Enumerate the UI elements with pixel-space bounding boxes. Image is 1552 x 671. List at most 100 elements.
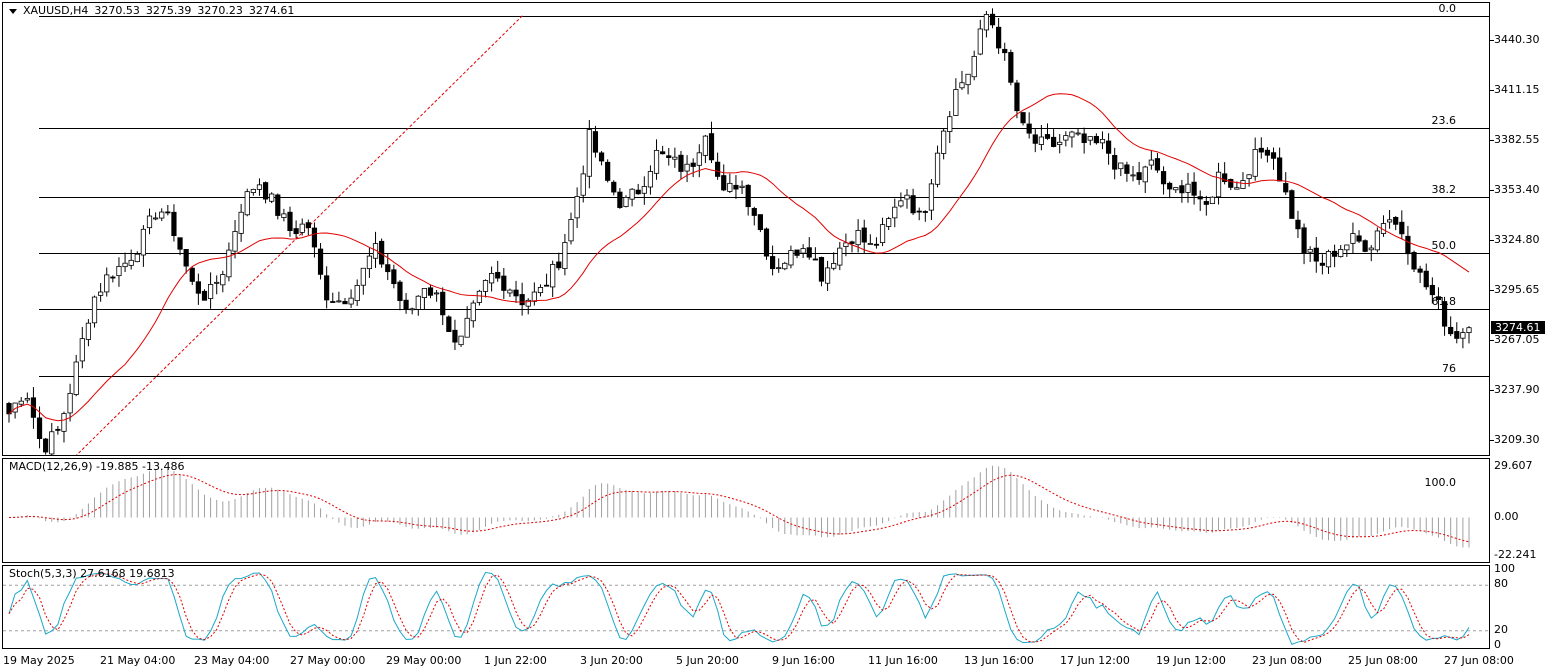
candle-body (244, 191, 250, 216)
candle-body (1051, 136, 1057, 147)
macd-axis-tick: 0.00 (1494, 509, 1519, 523)
fib-level-label: 23.6 (1431, 113, 1457, 127)
macd-signal-line (8, 474, 1470, 543)
candle-body (1429, 284, 1435, 296)
candle-body (49, 431, 55, 455)
symbol-label: XAUUSD,H4 (23, 4, 89, 17)
candle-body (586, 129, 592, 177)
candle-body (1160, 171, 1167, 185)
candle-body (849, 241, 855, 244)
macd-pane[interactable]: MACD(12,26,9) -19.885 -13.486 (2, 458, 1490, 563)
candle-body (513, 289, 519, 297)
candle-body (1264, 149, 1271, 156)
candle-body (1454, 331, 1460, 339)
candle-body (1093, 135, 1099, 144)
candle-body (1460, 332, 1466, 339)
candle-body (892, 206, 898, 219)
price-pane[interactable]: XAUUSD,H4 3270.53 3275.39 3270.23 3274.61 (2, 2, 1490, 456)
candle-body (269, 193, 275, 202)
time-axis-tick: 11 Jun 16:00 (868, 654, 938, 667)
time-axis-tick: 23 May 04:00 (194, 654, 270, 667)
candle-body (98, 291, 104, 296)
candle-body (507, 289, 513, 294)
candle-body (262, 182, 269, 200)
candle-body (189, 267, 195, 282)
price-axis-tick: 3411.15 (1494, 83, 1540, 97)
time-axis-tick: 27 Jun 08:00 (1444, 654, 1514, 667)
high-value: 3275.39 (145, 4, 192, 17)
moving-average-line (8, 93, 1470, 422)
candle-body (1057, 141, 1063, 145)
candle-body (623, 196, 629, 207)
stoch-signal-line (8, 573, 1470, 644)
candle-body (690, 162, 696, 167)
candle-body (1209, 196, 1216, 204)
candle-body (1020, 112, 1026, 124)
candle-body (482, 280, 489, 292)
candle-body (996, 26, 1002, 49)
candle-body (1307, 248, 1313, 253)
candle-body (629, 188, 635, 200)
candle-body (831, 263, 837, 269)
candles-group (6, 8, 1472, 455)
candle-body (1044, 134, 1051, 139)
candle-body (1356, 235, 1362, 242)
candle-body (1399, 221, 1405, 235)
candle-body (1075, 132, 1081, 135)
candle-body (409, 308, 415, 311)
candle-body (989, 13, 996, 26)
candle-body (525, 299, 531, 307)
stoch-axis-tick: 100 (1494, 562, 1515, 575)
macd-label: MACD(12,26,9) -19.885 -13.486 (9, 460, 185, 473)
close-value: 3274.61 (248, 4, 295, 17)
candle-body (1417, 268, 1423, 273)
candle-body (922, 211, 928, 213)
candle-body (330, 301, 336, 303)
candle-body (140, 228, 146, 256)
candle-body (1222, 173, 1228, 182)
axis-tick-mark (1490, 390, 1494, 392)
candle-body (311, 227, 318, 248)
candle-body (800, 248, 806, 254)
candle-body (1105, 140, 1112, 154)
chevron-down-icon[interactable] (9, 8, 17, 14)
candle-body (543, 284, 550, 287)
candle-body (336, 300, 342, 303)
candle-body (324, 275, 330, 301)
candle-body (947, 116, 953, 132)
candle-body (1081, 133, 1087, 144)
stoch-pane[interactable]: Stoch(5,3,3) 27.6168 19.6813 (2, 565, 1490, 649)
candle-body (1069, 131, 1075, 138)
candle-body (110, 276, 116, 279)
candle-body (1313, 247, 1319, 262)
candle-body (598, 152, 605, 162)
stoch-chart-svg (3, 571, 1489, 646)
candle-body (256, 184, 263, 190)
candle-body (1393, 216, 1399, 225)
candle-body (24, 398, 30, 401)
candle-body (898, 200, 904, 207)
candle-body (1142, 166, 1148, 183)
price-axis-tick: 3209.30 (1494, 432, 1540, 446)
candle-body (1197, 196, 1203, 200)
stoch-main-line (8, 571, 1470, 646)
open-value: 3270.53 (94, 4, 140, 17)
candle-body (757, 214, 763, 231)
candle-body (385, 264, 391, 273)
candle-body (1362, 240, 1368, 252)
candle-body (43, 438, 49, 453)
candle-body (635, 189, 641, 195)
candle-body (458, 335, 464, 346)
candle-body (592, 131, 599, 153)
candle-body (1215, 171, 1222, 198)
candle-body (745, 184, 751, 208)
candle-body (372, 243, 379, 259)
candle-body (916, 210, 922, 213)
candle-body (36, 417, 43, 439)
candle-body (207, 284, 214, 299)
axis-tick-mark (1490, 139, 1494, 141)
candle-body (446, 316, 452, 332)
candle-body (861, 227, 867, 243)
candle-body (702, 135, 709, 156)
candle-body (1246, 174, 1252, 179)
